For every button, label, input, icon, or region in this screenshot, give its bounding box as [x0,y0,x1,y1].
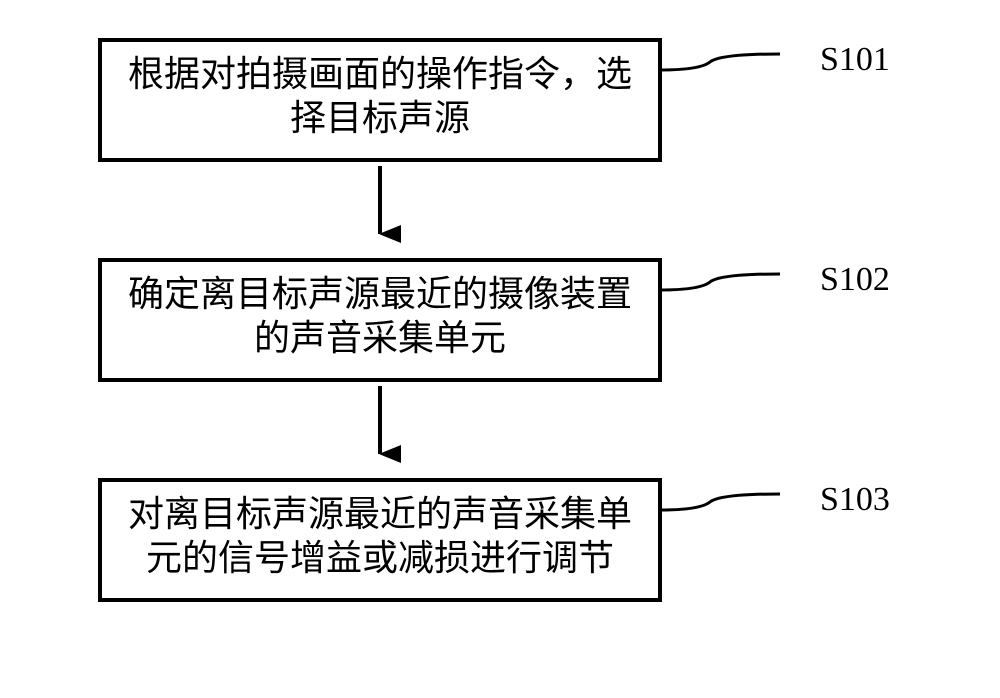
flow-step-text: 对离目标声源最近的声音采集单元的信号增益或减损进行调节 [128,494,632,578]
flow-step-text: 确定离目标声源最近的摄像装置的声音采集单元 [128,274,632,358]
step-id-label: S101 [820,41,890,78]
flowchart-diagram: 根据对拍摄画面的操作指令，选择目标声源 S101 确定离目标声源最近的摄像装置的声音… [0,0,1000,698]
label-connector [660,274,780,290]
label-connector [660,54,780,70]
flow-step-text: 根据对拍摄画面的操作指令，选择目标声源 [128,54,632,138]
label-connector [660,494,780,510]
step-id-label: S103 [820,481,890,518]
step-id-label: S102 [820,261,890,298]
